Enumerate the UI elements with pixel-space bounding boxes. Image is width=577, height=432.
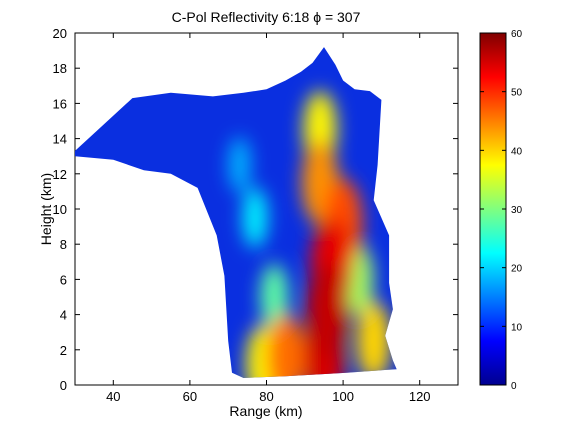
y-axis-ticks: 0 2 4 6 8 10 12 14 16 18 20 bbox=[53, 26, 458, 393]
y-tick-label: 18 bbox=[53, 61, 67, 76]
colorbar-tick-label: 30 bbox=[511, 205, 523, 216]
colorbar-tick-label: 50 bbox=[511, 88, 523, 99]
y-axis-label: Height (km) bbox=[38, 173, 54, 245]
echo-core bbox=[260, 263, 288, 331]
y-tick-label: 10 bbox=[53, 202, 67, 217]
colorbar-tick-label: 20 bbox=[511, 264, 523, 275]
colorbar-tick-label: 0 bbox=[511, 381, 517, 392]
y-tick-label: 8 bbox=[60, 237, 67, 252]
y-tick-label: 2 bbox=[60, 343, 67, 358]
y-tick-label: 6 bbox=[60, 272, 67, 287]
y-tick-label: 4 bbox=[60, 308, 67, 323]
x-axis-ticks: 40 60 80 100 120 bbox=[106, 33, 431, 404]
x-axis-label: Range (km) bbox=[229, 403, 302, 419]
y-tick-label: 0 bbox=[60, 378, 67, 393]
echo-core bbox=[266, 313, 305, 378]
x-tick-label: 60 bbox=[183, 389, 197, 404]
y-tick-label: 14 bbox=[53, 132, 67, 147]
x-tick-label: 80 bbox=[259, 389, 273, 404]
colorbar bbox=[479, 32, 507, 386]
y-tick-label: 20 bbox=[53, 26, 67, 41]
x-tick-label: 40 bbox=[106, 389, 120, 404]
y-tick-label: 16 bbox=[53, 96, 67, 111]
x-tick-label: 120 bbox=[409, 389, 431, 404]
echo-core bbox=[306, 262, 350, 360]
echo-cores bbox=[228, 90, 391, 378]
echo-core bbox=[228, 137, 251, 193]
echo-core bbox=[356, 301, 391, 378]
y-tick-label: 12 bbox=[53, 167, 67, 182]
x-tick-label: 100 bbox=[332, 389, 354, 404]
colorbar-ticks: 0 10 20 30 40 50 60 bbox=[480, 29, 523, 392]
echo-core bbox=[242, 187, 268, 248]
chart-title: C-Pol Reflectivity 6:18 ϕ = 307 bbox=[172, 9, 361, 25]
colorbar-tick-label: 40 bbox=[511, 146, 523, 157]
colorbar-tick-label: 10 bbox=[511, 322, 523, 333]
echo-layer bbox=[75, 47, 397, 378]
colorbar-tick-label: 60 bbox=[511, 29, 523, 40]
